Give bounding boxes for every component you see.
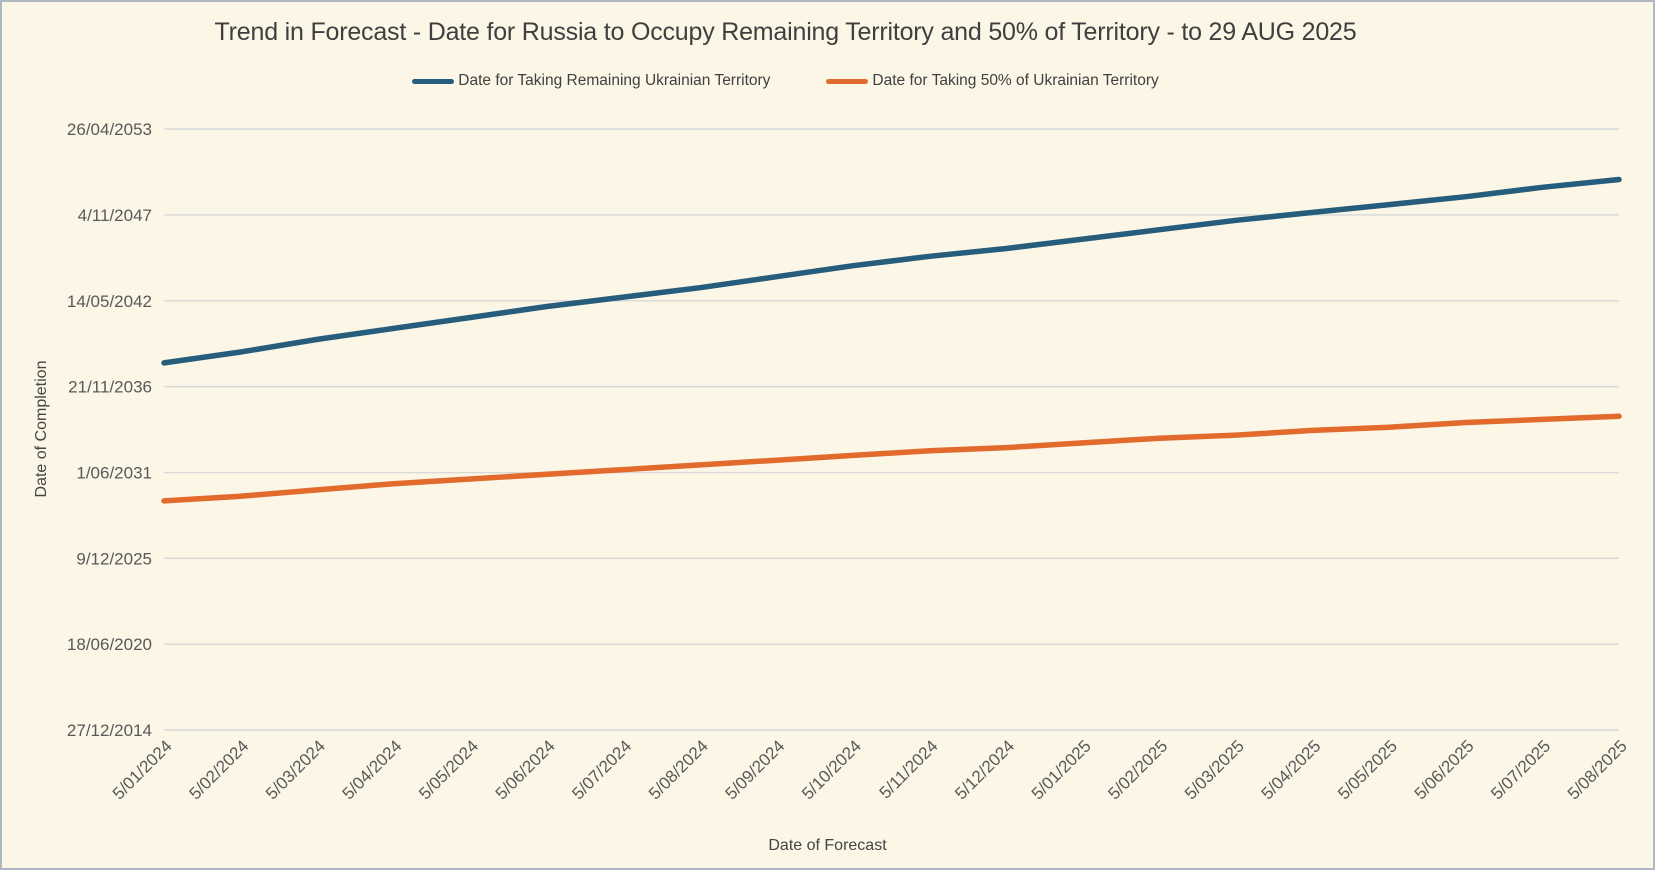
y-tick-label: 1/06/2031 <box>76 464 152 483</box>
x-tick-label: 5/07/2025 <box>1487 736 1554 803</box>
x-tick-label: 5/04/2024 <box>339 736 406 803</box>
y-tick-label: 27/12/2014 <box>67 721 152 740</box>
series-line-1 <box>161 413 1622 504</box>
x-tick-label: 5/04/2025 <box>1258 736 1325 803</box>
y-tick-label: 4/11/2047 <box>78 206 152 225</box>
x-axis-title: Date of Forecast <box>768 837 887 854</box>
series-line-0 <box>161 176 1622 366</box>
x-tick-label: 5/12/2024 <box>951 736 1018 803</box>
x-tick-label: 5/09/2024 <box>722 736 789 803</box>
legend-label-50pct-territory: Date for Taking 50% of Ukrainian Territo… <box>872 72 1159 89</box>
x-tick-label: 5/01/2025 <box>1028 736 1095 803</box>
chart-title: Trend in Forecast - Date for Russia to O… <box>214 18 1357 46</box>
y-tick-label: 18/06/2020 <box>67 635 152 654</box>
legend-item-50pct-territory: Date for Taking 50% of Ukrainian Territo… <box>826 72 1159 90</box>
legend-swatch-50pct-territory-icon <box>826 78 869 84</box>
y-tick-label: 14/05/2042 <box>67 292 152 311</box>
x-tick-label: 5/07/2024 <box>568 736 635 803</box>
x-tick-label: 5/11/2024 <box>876 736 942 802</box>
x-tick-label: 5/05/2024 <box>415 736 482 803</box>
legend-swatch-remaining-territory-icon <box>412 78 455 84</box>
y-axis-title: Date of Completion <box>33 360 50 498</box>
x-tick-label: 5/08/2024 <box>645 736 712 803</box>
x-tick-label: 5/03/2025 <box>1181 736 1248 803</box>
x-tick-label: 5/06/2025 <box>1411 736 1478 803</box>
legend-label-remaining-territory: Date for Taking Remaining Ukrainian Terr… <box>458 72 771 89</box>
y-tick-label: 21/11/2036 <box>68 378 152 397</box>
x-tick-label: 5/08/2025 <box>1564 736 1631 803</box>
y-tick-label: 9/12/2025 <box>76 549 152 568</box>
x-tick-label: 5/06/2024 <box>492 736 559 803</box>
x-tick-label: 5/02/2025 <box>1104 736 1171 803</box>
y-tick-label: 26/04/2053 <box>67 120 152 139</box>
legend: Date for Taking Remaining Ukrainian Terr… <box>2 72 1653 90</box>
x-tick-label: 5/03/2024 <box>262 736 329 803</box>
legend-item-remaining-territory: Date for Taking Remaining Ukrainian Terr… <box>412 72 770 90</box>
x-tick-label: 5/02/2024 <box>185 736 252 803</box>
x-tick-label: 5/05/2025 <box>1334 736 1401 803</box>
x-tick-label: 5/10/2024 <box>798 736 865 803</box>
x-tick-label: 5/01/2024 <box>109 736 176 803</box>
